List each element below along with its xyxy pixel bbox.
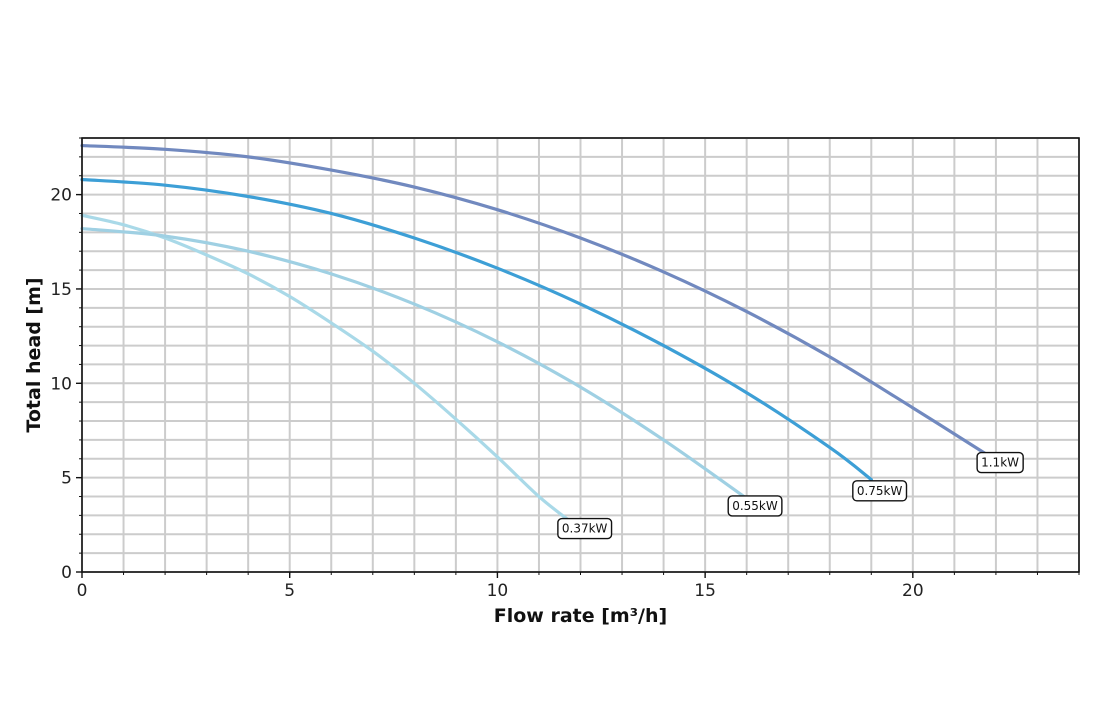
curve-label-box	[976, 451, 1024, 474]
y-tick-label: 0	[61, 563, 72, 583]
y-tick-label: 15	[50, 280, 72, 300]
series-line-0-55kw	[80, 226, 749, 501]
axis-ticks: 0 5 10 15 20 0 5 10 15 20	[50, 137, 1080, 601]
curve-label-text: 0.37kW	[562, 522, 608, 536]
y-tick-label: 20	[50, 186, 72, 206]
y-tick-label: 10	[50, 374, 72, 394]
series-line-0-37kw	[80, 213, 574, 525]
series-lines	[80, 143, 990, 525]
series-line-1-1kw	[80, 143, 990, 457]
curve-label-text: 0.55kW	[732, 499, 778, 513]
plot-frame	[81, 137, 1080, 573]
curve-label-text: 1.1kW	[981, 456, 1019, 470]
x-axis-label: Flow rate [m³/h]	[494, 605, 667, 627]
x-tick-label: 15	[694, 581, 716, 601]
x-tick-label: 0	[77, 581, 88, 601]
y-axis-label: Total head [m]	[23, 277, 45, 432]
curve-label: 0.37kW	[557, 517, 613, 540]
x-tick-label: 20	[902, 581, 924, 601]
curve-label-text: 0.75kW	[857, 484, 903, 498]
x-tick-label: 5	[284, 581, 295, 601]
curve-label: 1.1kW	[976, 451, 1024, 474]
curve-label: 0.55kW	[727, 495, 783, 517]
curve-label-box	[557, 517, 613, 540]
series-line-0-75kw	[80, 177, 873, 482]
curve-labels: 0.37kW 0.55kW 0.75kW 1.1kW	[557, 451, 1024, 540]
curve-label: 0.75kW	[852, 480, 908, 502]
grid	[81, 137, 1080, 573]
curve-label-box	[727, 495, 783, 517]
x-tick-label: 10	[487, 581, 509, 601]
curve-label-box	[852, 480, 908, 502]
y-tick-label: 5	[61, 469, 72, 489]
